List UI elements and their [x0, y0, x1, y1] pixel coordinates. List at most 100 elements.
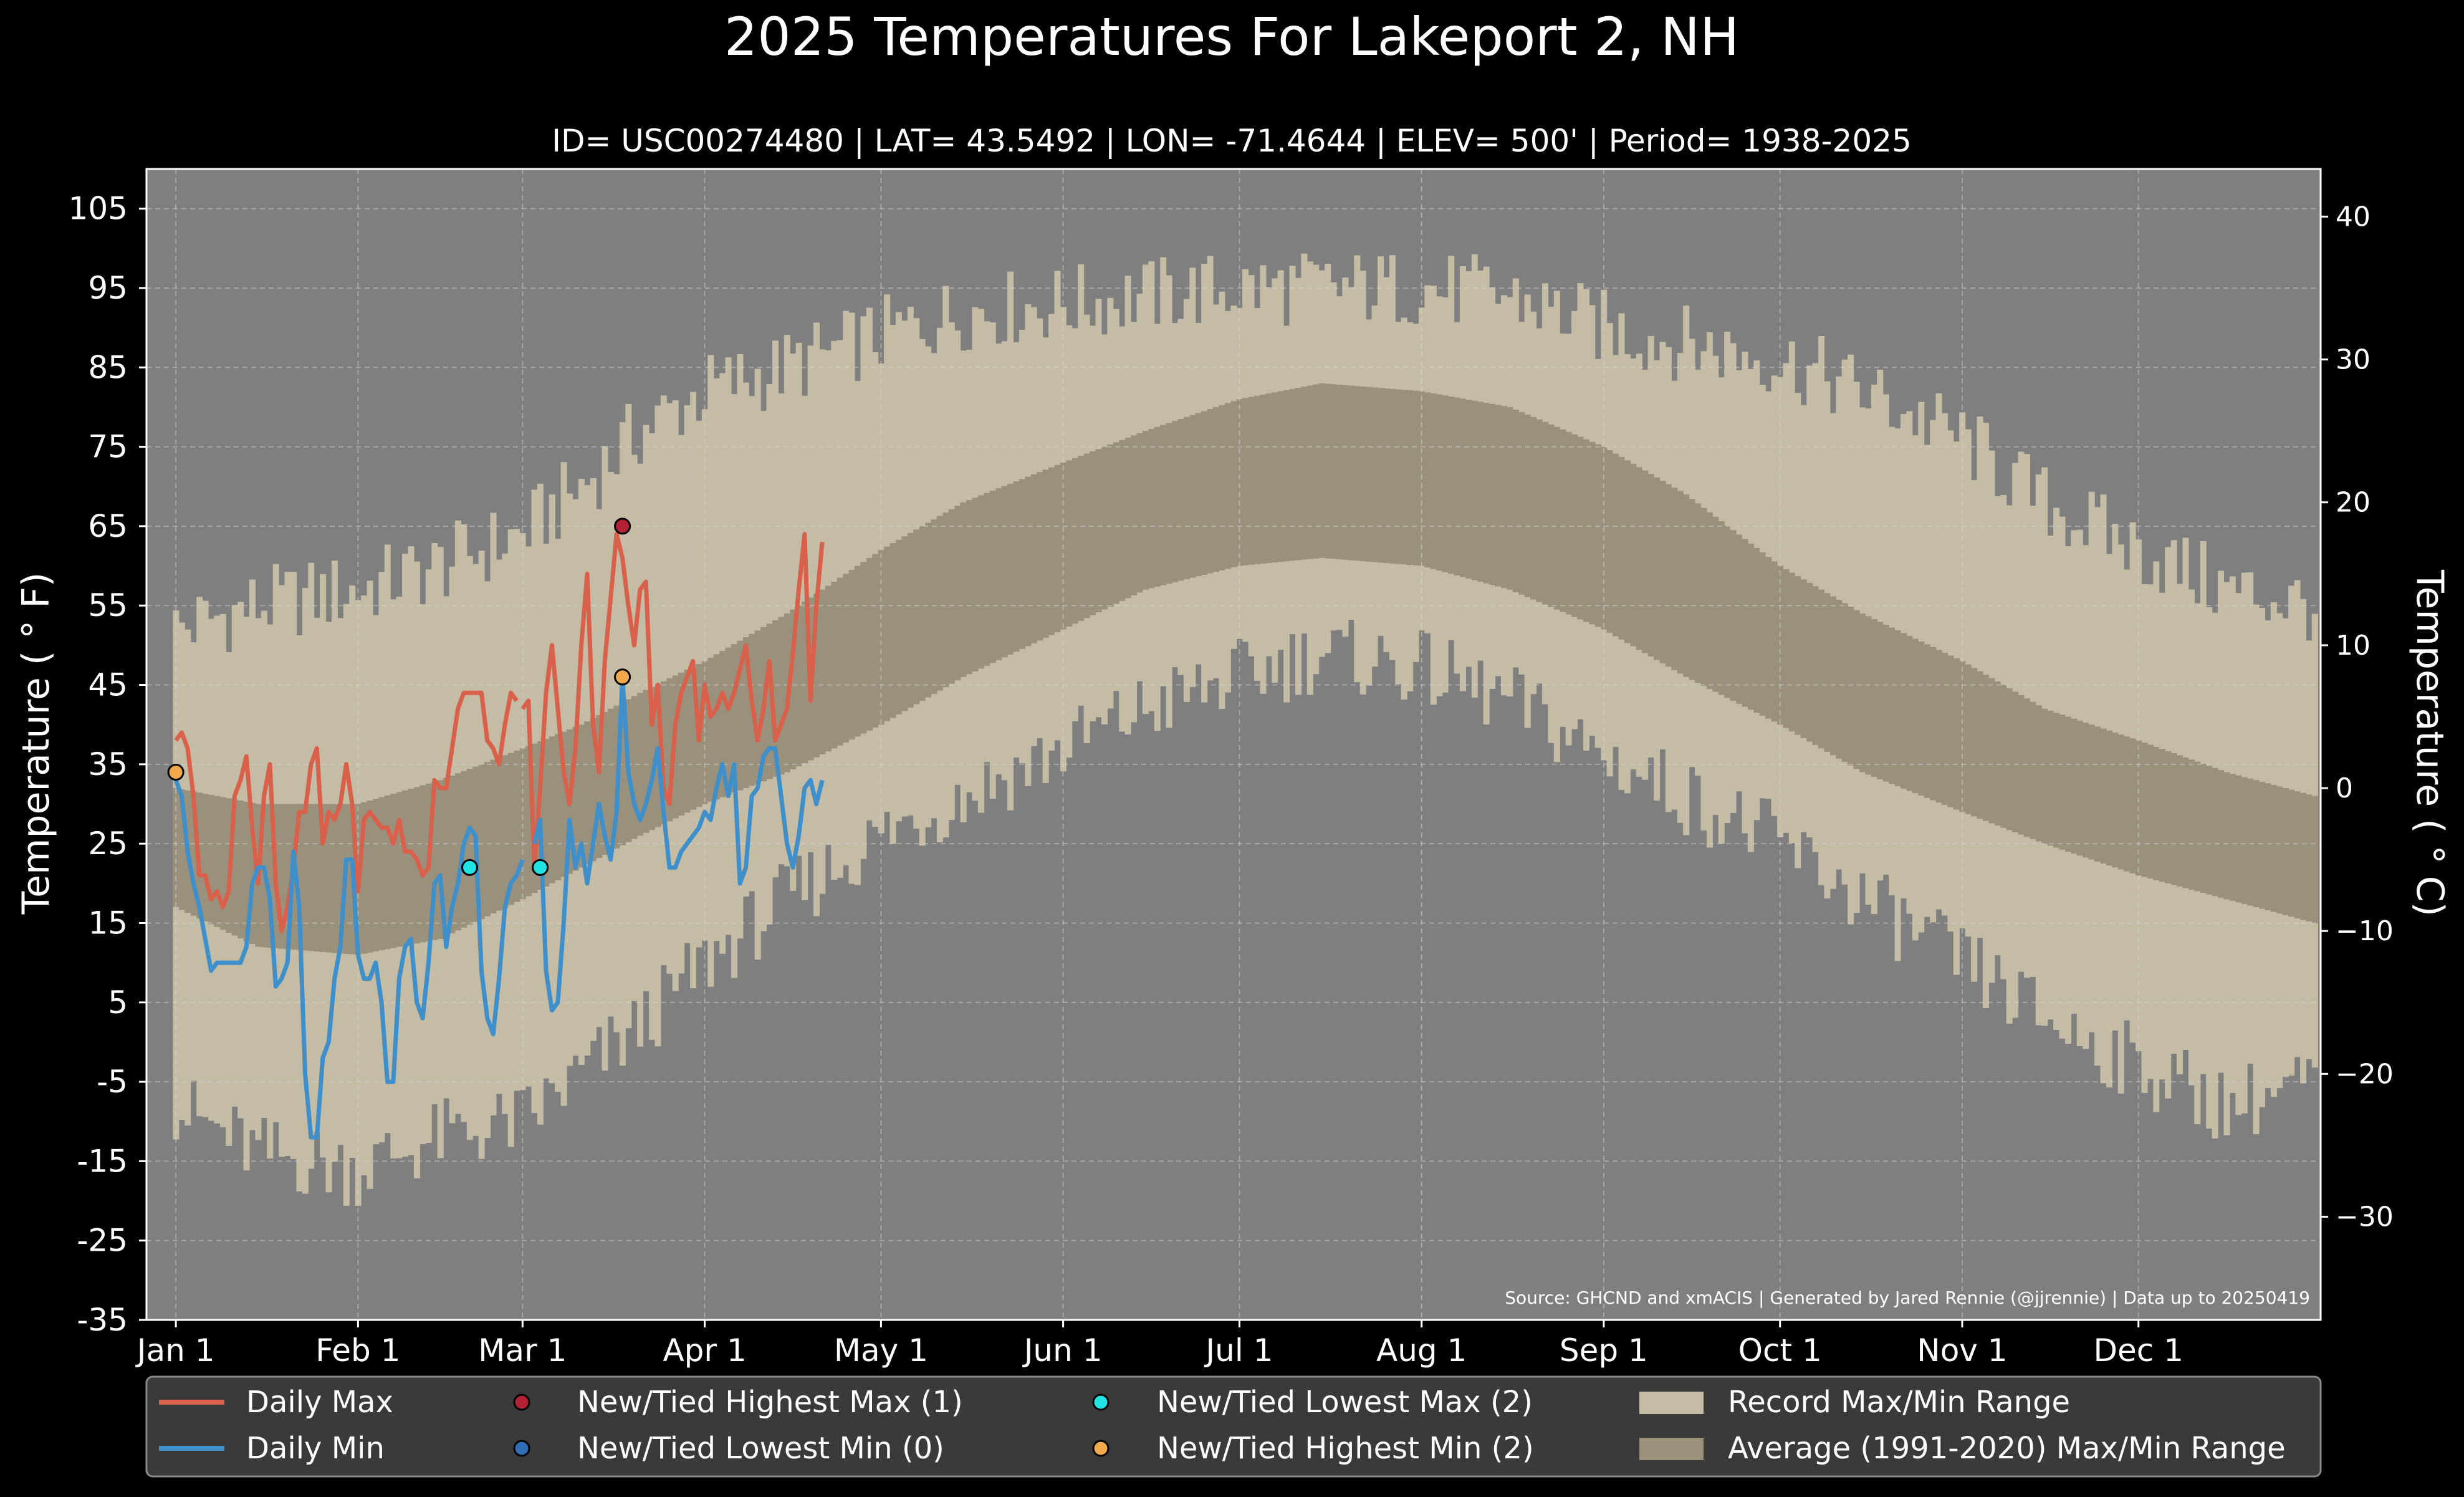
normal-range-bar — [2212, 768, 2218, 897]
normal-range-bar — [1037, 472, 1043, 641]
normal-range-bar — [2194, 761, 2201, 892]
record-range-bar — [784, 335, 790, 867]
normal-range-bar — [866, 557, 873, 731]
normal-range-bar — [1148, 428, 1155, 589]
normal-range-bar — [1371, 387, 1378, 562]
normal-range-bar — [966, 499, 973, 675]
normal-range-bar — [507, 753, 514, 905]
normal-range-bar — [1959, 661, 1966, 812]
new-highest-min-marker — [167, 764, 185, 781]
legend-new-highest-max-marker — [513, 1394, 530, 1411]
normal-range-bar — [314, 804, 320, 952]
normal-range-bar — [1624, 460, 1631, 643]
normal-range-bar — [2229, 774, 2236, 901]
normal-range-bar — [1359, 386, 1366, 562]
normal-range-bar — [1442, 395, 1449, 572]
x-tick-label: Sep 1 — [1560, 1332, 1648, 1369]
normal-range-bar — [931, 519, 937, 695]
normal-range-bar — [2223, 772, 2230, 900]
legend-box — [145, 1375, 2322, 1478]
normal-range-bar — [690, 667, 697, 810]
normal-range-bar — [1800, 579, 1807, 738]
normal-range-bar — [2018, 695, 2025, 835]
normal-range-bar — [2136, 740, 2142, 876]
normal-range-bar — [1377, 388, 1384, 563]
normal-range-bar — [1201, 411, 1208, 575]
normal-range-bar — [2311, 796, 2318, 923]
legend-record-range-label: Record Max/Min Range — [1728, 1385, 2070, 1420]
normal-range-bar — [1219, 405, 1225, 570]
legend: Daily Max Daily Min New/Tied Highest Max… — [145, 1375, 2322, 1478]
normal-range-bar — [1213, 407, 1220, 572]
normal-range-bar — [2112, 732, 2119, 868]
normal-range-bar — [2100, 728, 2107, 864]
normal-range-bar — [1166, 423, 1172, 584]
normal-range-bar — [1512, 409, 1519, 592]
normal-range-bar — [2306, 794, 2313, 922]
normal-range-bar — [514, 751, 520, 902]
normal-range-bar — [1695, 503, 1702, 683]
normal-range-bar — [766, 623, 773, 779]
normal-range-bar — [1536, 419, 1543, 602]
normal-range-bar — [596, 715, 603, 859]
normal-range-bar — [1665, 484, 1672, 667]
normal-range-bar — [1795, 575, 1801, 735]
normal-range-bar — [1977, 671, 1983, 819]
normal-range-bar — [1565, 431, 1572, 615]
normal-range-bar — [1013, 481, 1020, 652]
normal-range-bar — [848, 569, 855, 740]
normal-range-bar — [802, 601, 808, 764]
normal-range-bar — [1001, 486, 1008, 658]
normal-range-bar — [1207, 409, 1214, 574]
normal-range-bar — [1706, 512, 1713, 689]
normal-range-bar — [2265, 783, 2271, 911]
normal-range-bar — [249, 802, 256, 945]
normal-range-bar — [719, 650, 726, 797]
normal-range-bar — [1448, 396, 1455, 574]
normal-range-bar — [1054, 465, 1061, 632]
y-left-tick-label: 65 — [88, 508, 128, 544]
normal-range-bar — [936, 516, 943, 691]
normal-range-bar — [1642, 470, 1649, 653]
normal-range-bar — [954, 506, 961, 681]
normal-range-bar — [437, 780, 444, 939]
normal-range-bar — [925, 522, 932, 698]
normal-range-bar — [1471, 400, 1478, 580]
legend-new-highest-max-label: New/Tied Highest Max (1) — [577, 1385, 963, 1420]
normal-range-bar — [1818, 589, 1825, 749]
normal-range-bar — [2253, 780, 2260, 907]
normal-range-bar — [737, 640, 744, 791]
normal-range-bar — [2282, 788, 2289, 915]
normal-range-bar — [1418, 391, 1425, 566]
normal-range-bar — [1765, 557, 1772, 719]
y-right-tick-label: 40 — [2336, 201, 2371, 233]
normal-range-bar — [1306, 385, 1313, 559]
legend-new-highest-min-marker — [1092, 1440, 1110, 1457]
normal-range-bar — [1912, 638, 1919, 794]
normal-range-bar — [578, 724, 585, 868]
y-left-tick-label: 25 — [88, 826, 128, 862]
normal-range-bar — [1941, 652, 1948, 805]
normal-range-bar — [1395, 389, 1402, 564]
normal-range-bar — [1407, 390, 1414, 566]
normal-range-bar — [519, 748, 526, 900]
plot-frame — [145, 168, 2322, 1321]
normal-range-bar — [1131, 435, 1138, 595]
normal-range-bar — [1747, 543, 1754, 710]
normal-range-bar — [1412, 390, 1419, 566]
normal-range-bar — [2165, 751, 2172, 883]
new-highest-min-marker — [614, 668, 631, 686]
normal-range-bar — [1342, 385, 1349, 560]
normal-range-bar — [390, 794, 397, 948]
normal-range-bar — [1183, 416, 1190, 580]
normal-range-bar — [2182, 757, 2189, 888]
normal-range-bar — [843, 574, 850, 743]
normal-range-bar — [948, 509, 955, 684]
normal-range-bar — [1248, 397, 1255, 565]
normal-range-bar — [1154, 426, 1161, 587]
record-markers — [167, 517, 631, 876]
x-tick-label: Jan 1 — [135, 1332, 215, 1369]
daily-min-line — [173, 779, 525, 1140]
normal-range-bar — [1553, 426, 1560, 610]
normal-range-bar — [384, 795, 391, 950]
